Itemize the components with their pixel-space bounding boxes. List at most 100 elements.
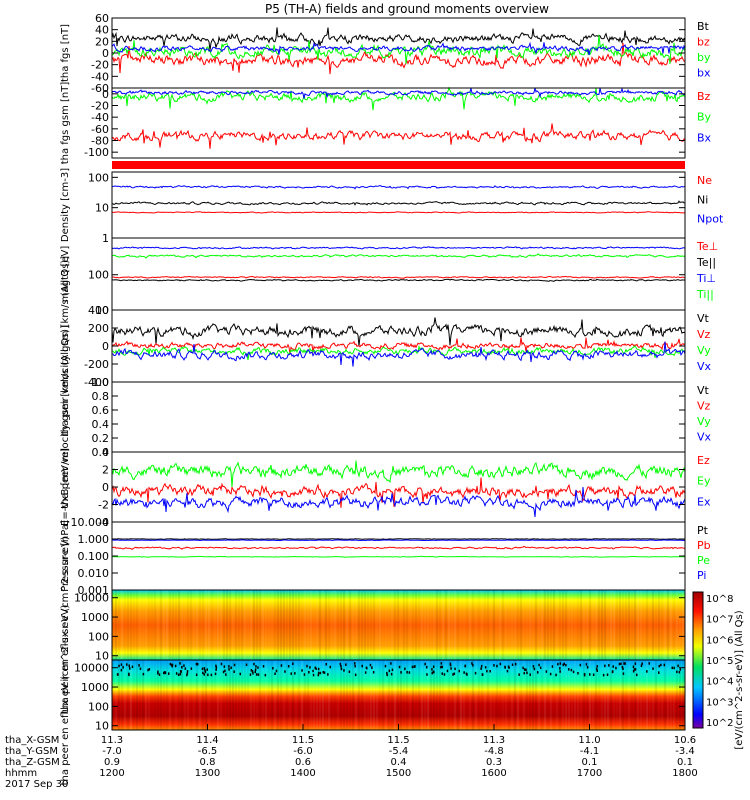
spectrogram-column bbox=[298, 660, 300, 730]
y-tick-label: 40 bbox=[95, 24, 109, 37]
speckle-mark bbox=[120, 668, 123, 672]
spectrogram-column bbox=[673, 660, 675, 730]
spectrogram-column bbox=[325, 660, 327, 730]
spectrogram-column bbox=[349, 590, 351, 660]
y-tick-label: 400 bbox=[88, 304, 109, 317]
time-axis-row-label: tha_X-GSM bbox=[5, 735, 59, 746]
y-tick-label: 4 bbox=[102, 446, 109, 459]
spectrogram-column bbox=[184, 660, 186, 730]
spectrogram-column bbox=[196, 660, 198, 730]
spectrogram-column bbox=[157, 660, 159, 730]
spectrogram-column bbox=[472, 660, 474, 730]
spectrogram-column bbox=[538, 660, 540, 730]
speckle-mark bbox=[222, 670, 225, 674]
spectrogram-column bbox=[661, 660, 663, 730]
spectrogram-column bbox=[556, 590, 558, 660]
speckle-mark bbox=[224, 669, 226, 673]
legend: Te⊥ Te|| Ti⊥ Ti|| bbox=[696, 240, 718, 301]
speckle-mark bbox=[128, 664, 130, 667]
spectrogram-column bbox=[565, 590, 567, 660]
colorbar-tick-label: 10^4 bbox=[706, 677, 733, 688]
spectrogram-column bbox=[520, 660, 522, 730]
y-tick-label: -200 bbox=[84, 358, 109, 371]
speckle-mark bbox=[620, 662, 622, 665]
spectrogram-column bbox=[478, 660, 480, 730]
legend-entry-ni: Ni bbox=[697, 193, 708, 206]
legend-entry-npot: Npot bbox=[697, 213, 724, 226]
spectrogram-column bbox=[445, 660, 447, 730]
spectrogram-column bbox=[571, 590, 573, 660]
spectrogram-column bbox=[196, 590, 198, 660]
time-axis-value: -6.0 bbox=[293, 746, 313, 757]
spectrogram-column bbox=[454, 660, 456, 730]
spectrogram-column bbox=[610, 660, 612, 730]
spectrogram-column bbox=[262, 660, 264, 730]
spectrogram-column bbox=[517, 660, 519, 730]
speckle-mark bbox=[174, 664, 177, 668]
speckle-mark bbox=[142, 672, 145, 676]
time-axis-value: -5.4 bbox=[389, 746, 409, 757]
speckle-mark bbox=[411, 665, 414, 669]
y-tick-label: 0 bbox=[102, 47, 109, 60]
spectrogram-column bbox=[238, 590, 240, 660]
spectrogram-column bbox=[178, 590, 180, 660]
y-axis-label: tha fgs [nT] bbox=[60, 24, 71, 82]
time-axis-date: 2017 Sep 30 bbox=[5, 779, 68, 790]
spectrogram-column bbox=[187, 660, 189, 730]
spectrogram-column bbox=[679, 660, 681, 730]
spectrogram-column bbox=[127, 590, 129, 660]
spectrogram-column bbox=[313, 660, 315, 730]
speckle-mark bbox=[431, 671, 433, 675]
legend-entry-by: By bbox=[697, 111, 712, 124]
speckle-mark bbox=[586, 666, 589, 669]
speckle-mark bbox=[589, 673, 591, 676]
spectrogram-column bbox=[661, 590, 663, 660]
series-line-ti bbox=[111, 246, 686, 250]
legend-entry-pe: Pe bbox=[697, 554, 710, 567]
y-tick-label: -80 bbox=[91, 135, 109, 148]
speckle-mark bbox=[186, 672, 189, 675]
spectrogram-column bbox=[208, 660, 210, 730]
colorbar-tick-label: 10^8 bbox=[706, 594, 733, 605]
speckle-mark bbox=[327, 673, 329, 676]
y-tick-label: -20 bbox=[91, 100, 109, 113]
legend-entry-vx: Vx bbox=[697, 360, 712, 373]
series-line-ez bbox=[111, 477, 686, 508]
spectrogram-column bbox=[610, 590, 612, 660]
spectrogram-column bbox=[415, 660, 417, 730]
spectrogram-column bbox=[139, 590, 141, 660]
spectrogram-column bbox=[658, 590, 660, 660]
y-tick-label: 0.6 bbox=[92, 404, 110, 417]
spectrogram-column bbox=[574, 590, 576, 660]
spectrogram-column bbox=[385, 590, 387, 660]
spectrogram-column bbox=[643, 590, 645, 660]
time-axis: tha_X-GSM 11.3 11.4 11.5 11.5 11.3 11.0 10.6 tha… bbox=[5, 724, 698, 790]
spectrogram-column bbox=[604, 660, 606, 730]
speckle-mark bbox=[177, 673, 180, 676]
speckle-mark bbox=[634, 662, 637, 665]
spectrogram-column bbox=[502, 660, 504, 730]
spectrogram-column bbox=[472, 590, 474, 660]
spectrogram-column bbox=[385, 660, 387, 730]
time-axis-value: 0.1 bbox=[677, 757, 693, 768]
spectrogram-column bbox=[490, 590, 492, 660]
spectrogram-column bbox=[448, 590, 450, 660]
speckle-mark bbox=[315, 667, 317, 670]
speckle-mark bbox=[652, 667, 654, 670]
spectrogram-column bbox=[415, 590, 417, 660]
speckle-mark bbox=[545, 670, 548, 673]
speckle-mark bbox=[329, 665, 331, 669]
speckle-mark bbox=[538, 663, 540, 667]
spectrogram-column bbox=[583, 590, 585, 660]
speckle-mark bbox=[484, 666, 487, 669]
speckle-mark bbox=[204, 669, 206, 672]
legend-entry-pi: Pi bbox=[697, 569, 706, 582]
time-axis-value: 1400 bbox=[290, 768, 315, 779]
speckle-mark bbox=[228, 668, 230, 671]
speckle-mark bbox=[195, 673, 198, 676]
speckle-mark bbox=[186, 673, 188, 677]
spectrogram-column bbox=[505, 660, 507, 730]
